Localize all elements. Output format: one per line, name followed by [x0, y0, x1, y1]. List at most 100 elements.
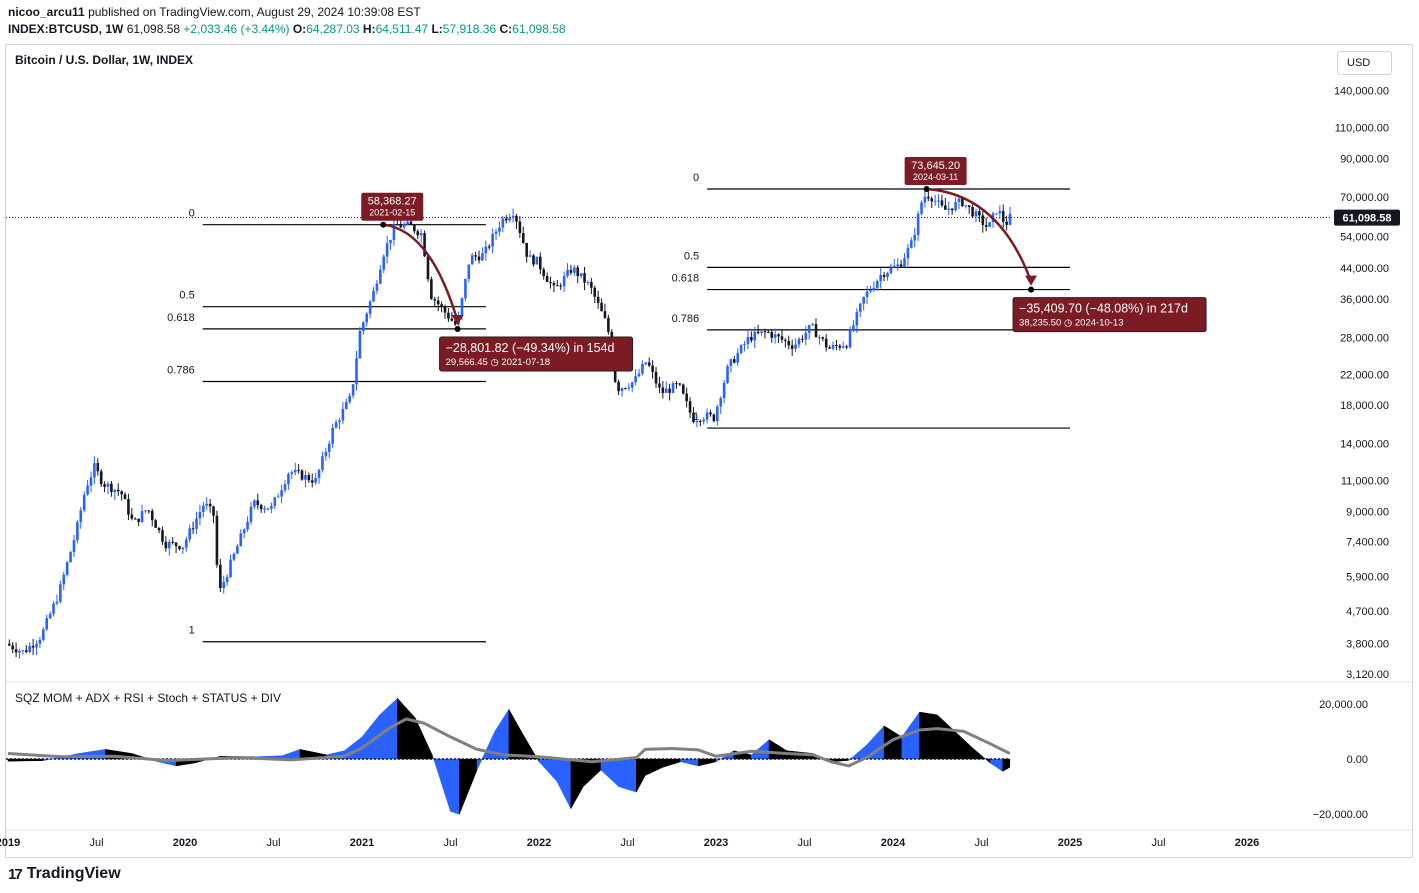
candle-body: [419, 233, 423, 236]
candle-body: [130, 514, 134, 519]
time-axis-label: 2026: [1235, 837, 1259, 849]
candle-body: [804, 332, 808, 340]
candle-body: [52, 603, 55, 614]
candle-body: [382, 256, 386, 270]
peak-dot: [380, 221, 387, 228]
candle-body: [586, 282, 590, 284]
candle-body: [35, 643, 38, 648]
peak-label-box: [361, 192, 424, 221]
candle-body: [45, 618, 49, 630]
peak-label-box: [904, 157, 967, 186]
candle-body: [392, 224, 396, 240]
candle-body: [433, 299, 437, 301]
price-change: +2,033.46 (+3.44%): [183, 22, 290, 36]
candle-body: [365, 313, 369, 323]
candle-body: [11, 645, 15, 650]
momentum-area: [459, 758, 478, 815]
candle-body: [491, 233, 494, 247]
candle-body: [750, 336, 753, 341]
candle-body: [828, 347, 831, 349]
candle-body: [913, 235, 917, 241]
candle-body: [658, 383, 661, 388]
candle-body: [501, 218, 505, 228]
time-axis-label: 2025: [1058, 837, 1082, 849]
price-axis-label: 11,000.00: [1341, 476, 1389, 488]
candle-body: [287, 474, 290, 485]
momentum-area: [1002, 758, 1011, 772]
candle-body: [219, 564, 222, 589]
candle-body: [910, 240, 913, 248]
candle-body: [103, 484, 106, 487]
fib-level-label-right: 0.5: [684, 250, 699, 262]
candle-body: [896, 264, 900, 266]
indicator-axis-label: −20,000.00: [1313, 809, 1368, 821]
candle-body: [542, 269, 546, 277]
candle-body: [290, 472, 294, 475]
candle-body: [712, 414, 716, 422]
candle-body: [855, 311, 859, 326]
price-axis-label: 140,000.00: [1334, 85, 1389, 97]
author-name[interactable]: nicoo_arcu11: [8, 5, 85, 19]
momentum-area: [450, 758, 460, 815]
candle-body: [42, 629, 45, 641]
trough-dot: [1028, 286, 1035, 293]
candle-body: [399, 225, 403, 228]
candle-body: [372, 290, 375, 302]
candle-body: [62, 574, 66, 585]
candle-body: [518, 221, 522, 234]
candle-body: [453, 320, 457, 325]
candle-body: [569, 269, 573, 273]
candle-body: [69, 551, 72, 563]
candle-body: [65, 562, 69, 575]
candle-body: [511, 215, 515, 218]
candle-body: [304, 475, 307, 480]
candle-body: [89, 477, 93, 486]
candle-body: [239, 533, 243, 547]
candle-body: [644, 362, 648, 365]
price-axis-label: 36,000.00: [1340, 294, 1389, 306]
candle-body: [208, 503, 212, 507]
candle-body: [409, 221, 413, 225]
candle-body: [767, 331, 770, 333]
candle-body: [521, 233, 525, 243]
candle-body: [566, 269, 569, 277]
candle-body: [930, 198, 934, 202]
candle-body: [671, 383, 675, 393]
candle-body: [494, 231, 498, 234]
peak-price: 73,645.20: [911, 160, 960, 172]
candle-body: [355, 358, 358, 385]
candle-body: [481, 253, 484, 261]
candle-body: [464, 279, 467, 299]
candle-body: [549, 281, 552, 284]
price-axis-label: 7,400.00: [1346, 537, 1389, 549]
currency-button[interactable]: USD: [1337, 51, 1392, 75]
candle-body: [818, 337, 821, 339]
momentum-area: [937, 714, 956, 760]
candle-body: [48, 613, 52, 619]
time-axis-label: 2021: [350, 837, 374, 849]
candle-body: [436, 300, 440, 305]
candle-body: [515, 215, 518, 222]
adx-line: [7, 717, 1011, 768]
candle-body: [889, 267, 893, 273]
candle-body: [327, 443, 331, 452]
candle-body: [760, 331, 763, 334]
tradingview-logo[interactable]: 17 TradingView: [8, 865, 121, 883]
candle-body: [266, 508, 270, 510]
candle-body: [726, 366, 729, 383]
momentum-area: [282, 748, 301, 760]
candle-body: [331, 427, 334, 444]
price-axis-label: 22,000.00: [1340, 369, 1389, 381]
candle-body: [487, 246, 491, 248]
candle-body: [116, 489, 120, 492]
momentum-area: [570, 758, 584, 810]
price-axis-label: 4,700.00: [1346, 606, 1389, 618]
candle-body: [113, 489, 117, 493]
candle-body: [971, 206, 974, 217]
candle-body: [59, 584, 62, 602]
candle-body: [974, 211, 978, 217]
price-axis-label: 3,120.00: [1346, 669, 1389, 681]
candle-body: [838, 345, 842, 348]
candle-body: [899, 264, 903, 267]
